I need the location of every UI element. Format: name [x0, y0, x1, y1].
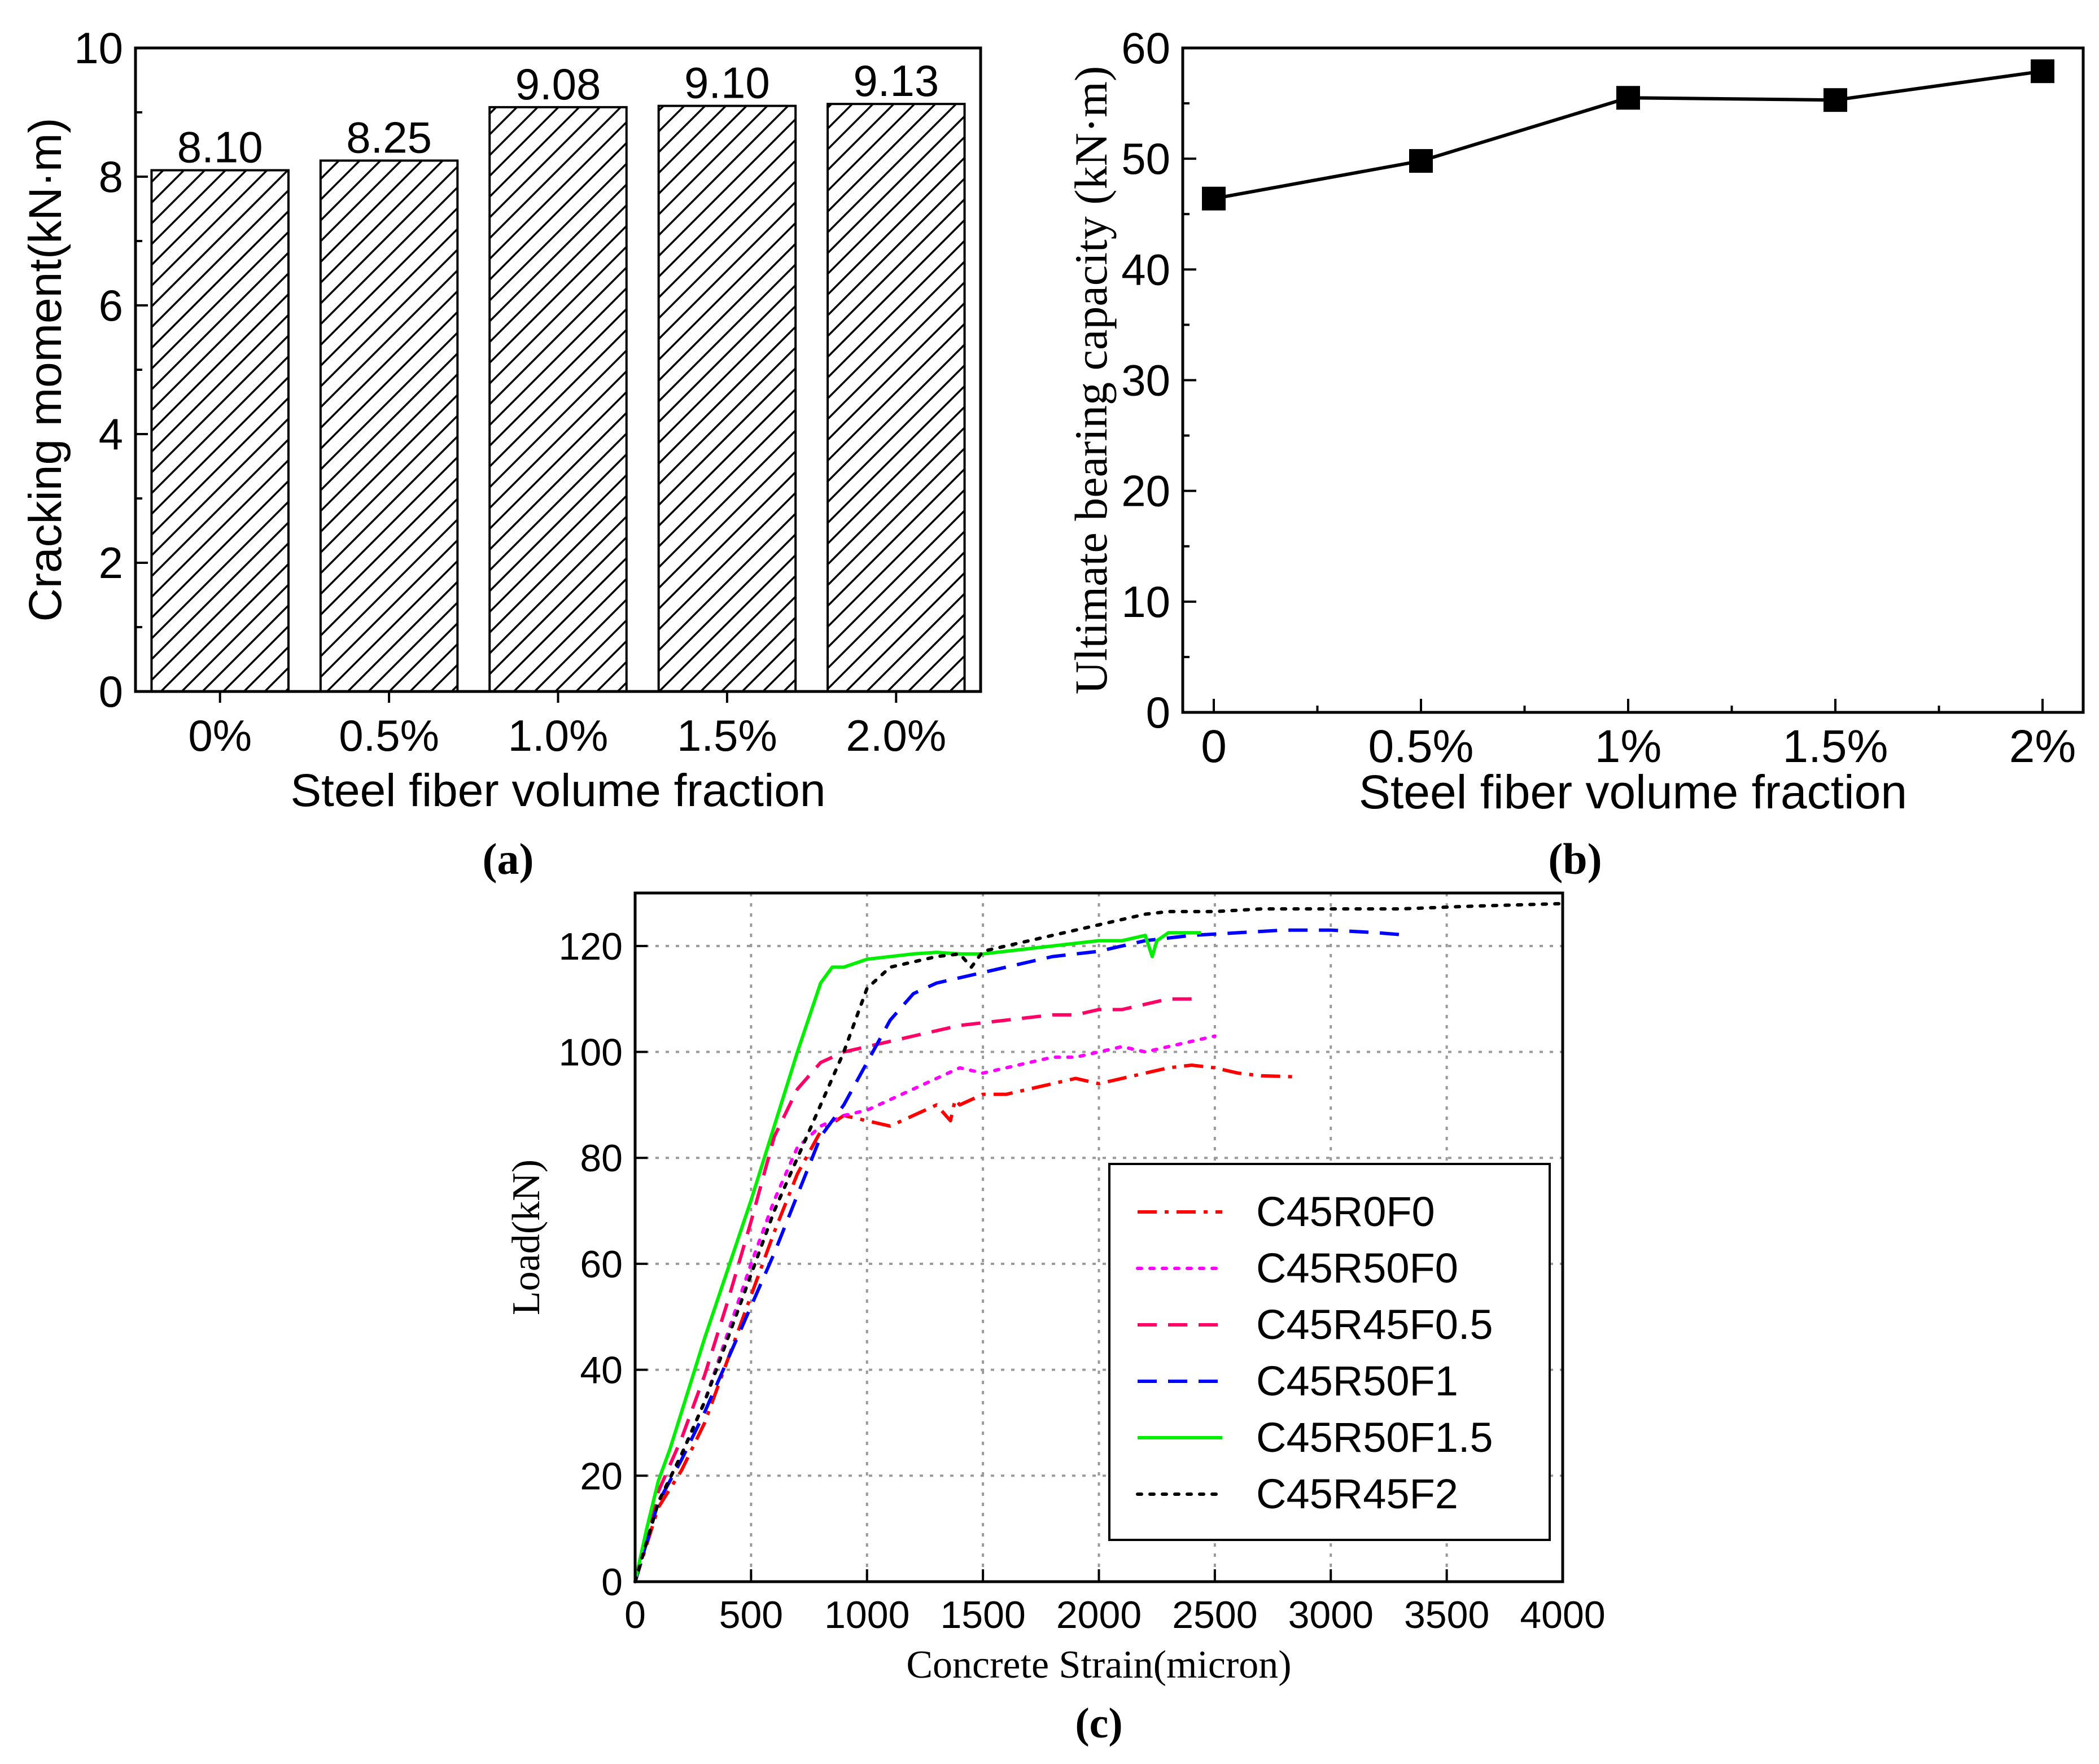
x-axis-title: Steel fiber volume fraction [290, 765, 825, 816]
x-tick-label: 0.5% [1368, 721, 1474, 772]
y-axis-title: Load(kN) [505, 1159, 548, 1315]
y-tick-label: 6 [99, 281, 123, 330]
data-point-marker [2031, 59, 2054, 84]
legend-label: C45R50F0 [1256, 1245, 1458, 1292]
x-tick-label: 3000 [1288, 1594, 1374, 1636]
y-tick-label: 0 [601, 1561, 623, 1604]
y-tick-label: 80 [580, 1137, 623, 1180]
y-axis-title: Cracking moment(kN·m) [20, 118, 71, 622]
legend-label: C45R50F1.5 [1256, 1414, 1493, 1461]
y-tick-label: 20 [1121, 466, 1170, 516]
series-line [633, 928, 1410, 1582]
data-point-marker [1409, 149, 1433, 173]
y-tick-label: 10 [74, 23, 123, 73]
x-tick-label: 1000 [824, 1594, 909, 1636]
x-tick-label: 2.0% [846, 711, 946, 760]
plot-frame [1181, 46, 2085, 714]
legend-label: C45R50F1 [1256, 1358, 1458, 1404]
bar-value-label: 8.25 [346, 113, 432, 163]
x-tick-label: 3500 [1404, 1594, 1489, 1636]
x-axis-title: Concrete Strain(micron) [906, 1643, 1291, 1687]
x-tick-label: 2500 [1172, 1594, 1257, 1636]
x-tick-label: 0 [624, 1594, 646, 1636]
y-tick-label: 8 [99, 152, 123, 202]
legend-label: C45R45F0.5 [1256, 1301, 1493, 1348]
bar-value-label: 9.13 [853, 56, 939, 106]
legend-label: C45R0F0 [1256, 1188, 1435, 1235]
bar-value-label: 8.10 [177, 122, 263, 172]
x-tick-label: 1500 [940, 1594, 1025, 1636]
y-tick-label: 2 [99, 538, 123, 588]
y-tick-label: 60 [1121, 23, 1170, 73]
y-tick-label: 40 [1121, 244, 1170, 294]
y-tick-label: 0 [1146, 688, 1170, 737]
bar-value-label: 9.08 [515, 59, 601, 109]
plot-frame [633, 891, 1564, 1583]
plot-frame [134, 46, 982, 693]
x-tick-label: 1.5% [677, 711, 777, 760]
y-tick-label: 0 [99, 667, 123, 716]
panel-b-line-chart: 0 10 20 30 40 50 60 0 0.5% 1% 1.5% 2% Steel fiber vo… [1065, 23, 2085, 883]
x-tick-label: 1.0% [508, 711, 609, 760]
y-tick-label: 120 [559, 925, 623, 968]
bar [657, 104, 797, 693]
series-line [633, 1034, 1217, 1583]
series-line [633, 997, 1192, 1582]
series-line [633, 901, 1564, 1583]
y-tick-label: 4 [99, 409, 123, 459]
panel-a-bar-chart: 8.10 0% 8.25 0.5% 9.08 1.0% 9.10 1.5% 9.13 2.0% 0 2… [20, 23, 982, 883]
bar [827, 103, 966, 693]
x-tick-label: 2% [2009, 721, 2076, 772]
legend-label: C45R45F2 [1256, 1470, 1458, 1517]
x-tick-label: 1% [1595, 721, 1662, 772]
bar [150, 169, 290, 693]
y-tick-label: 30 [1121, 356, 1170, 405]
bar-value-label: 9.10 [684, 58, 770, 108]
x-tick-label: 1.5% [1783, 721, 1888, 772]
y-tick-label: 20 [580, 1455, 623, 1498]
panel-c-load-strain-chart: 0 500 1000 1500 2000 2500 3000 3500 4000 0 20 40 60 8… [505, 891, 1606, 1747]
x-axis-title: Steel fiber volume fraction [1359, 765, 1907, 818]
series-line [633, 931, 1201, 1582]
x-tick-label: 4000 [1520, 1594, 1605, 1636]
legend-box [1108, 1163, 1551, 1541]
panel-caption: (c) [1075, 1700, 1122, 1747]
data-point-marker [1616, 86, 1640, 110]
x-tick-label: 0.5% [339, 711, 439, 760]
y-tick-label: 60 [580, 1243, 623, 1286]
y-tick-label: 10 [1121, 577, 1170, 627]
panel-caption: (b) [1548, 834, 1602, 883]
data-point-marker [1202, 186, 1226, 211]
y-tick-label: 40 [580, 1349, 623, 1392]
y-tick-label: 50 [1121, 134, 1170, 183]
x-tick-label: 500 [719, 1594, 783, 1636]
data-point-marker [1823, 88, 1847, 112]
panel-caption: (a) [483, 834, 534, 883]
x-tick-label: 0 [1201, 721, 1227, 772]
y-tick-label: 100 [559, 1031, 623, 1074]
y-axis-title: Ultimate bearing capacity (kN·m) [1065, 66, 1117, 694]
x-tick-label: 0% [188, 711, 252, 760]
x-tick-label: 2000 [1056, 1594, 1142, 1636]
bar [319, 159, 459, 693]
bar [488, 106, 628, 693]
